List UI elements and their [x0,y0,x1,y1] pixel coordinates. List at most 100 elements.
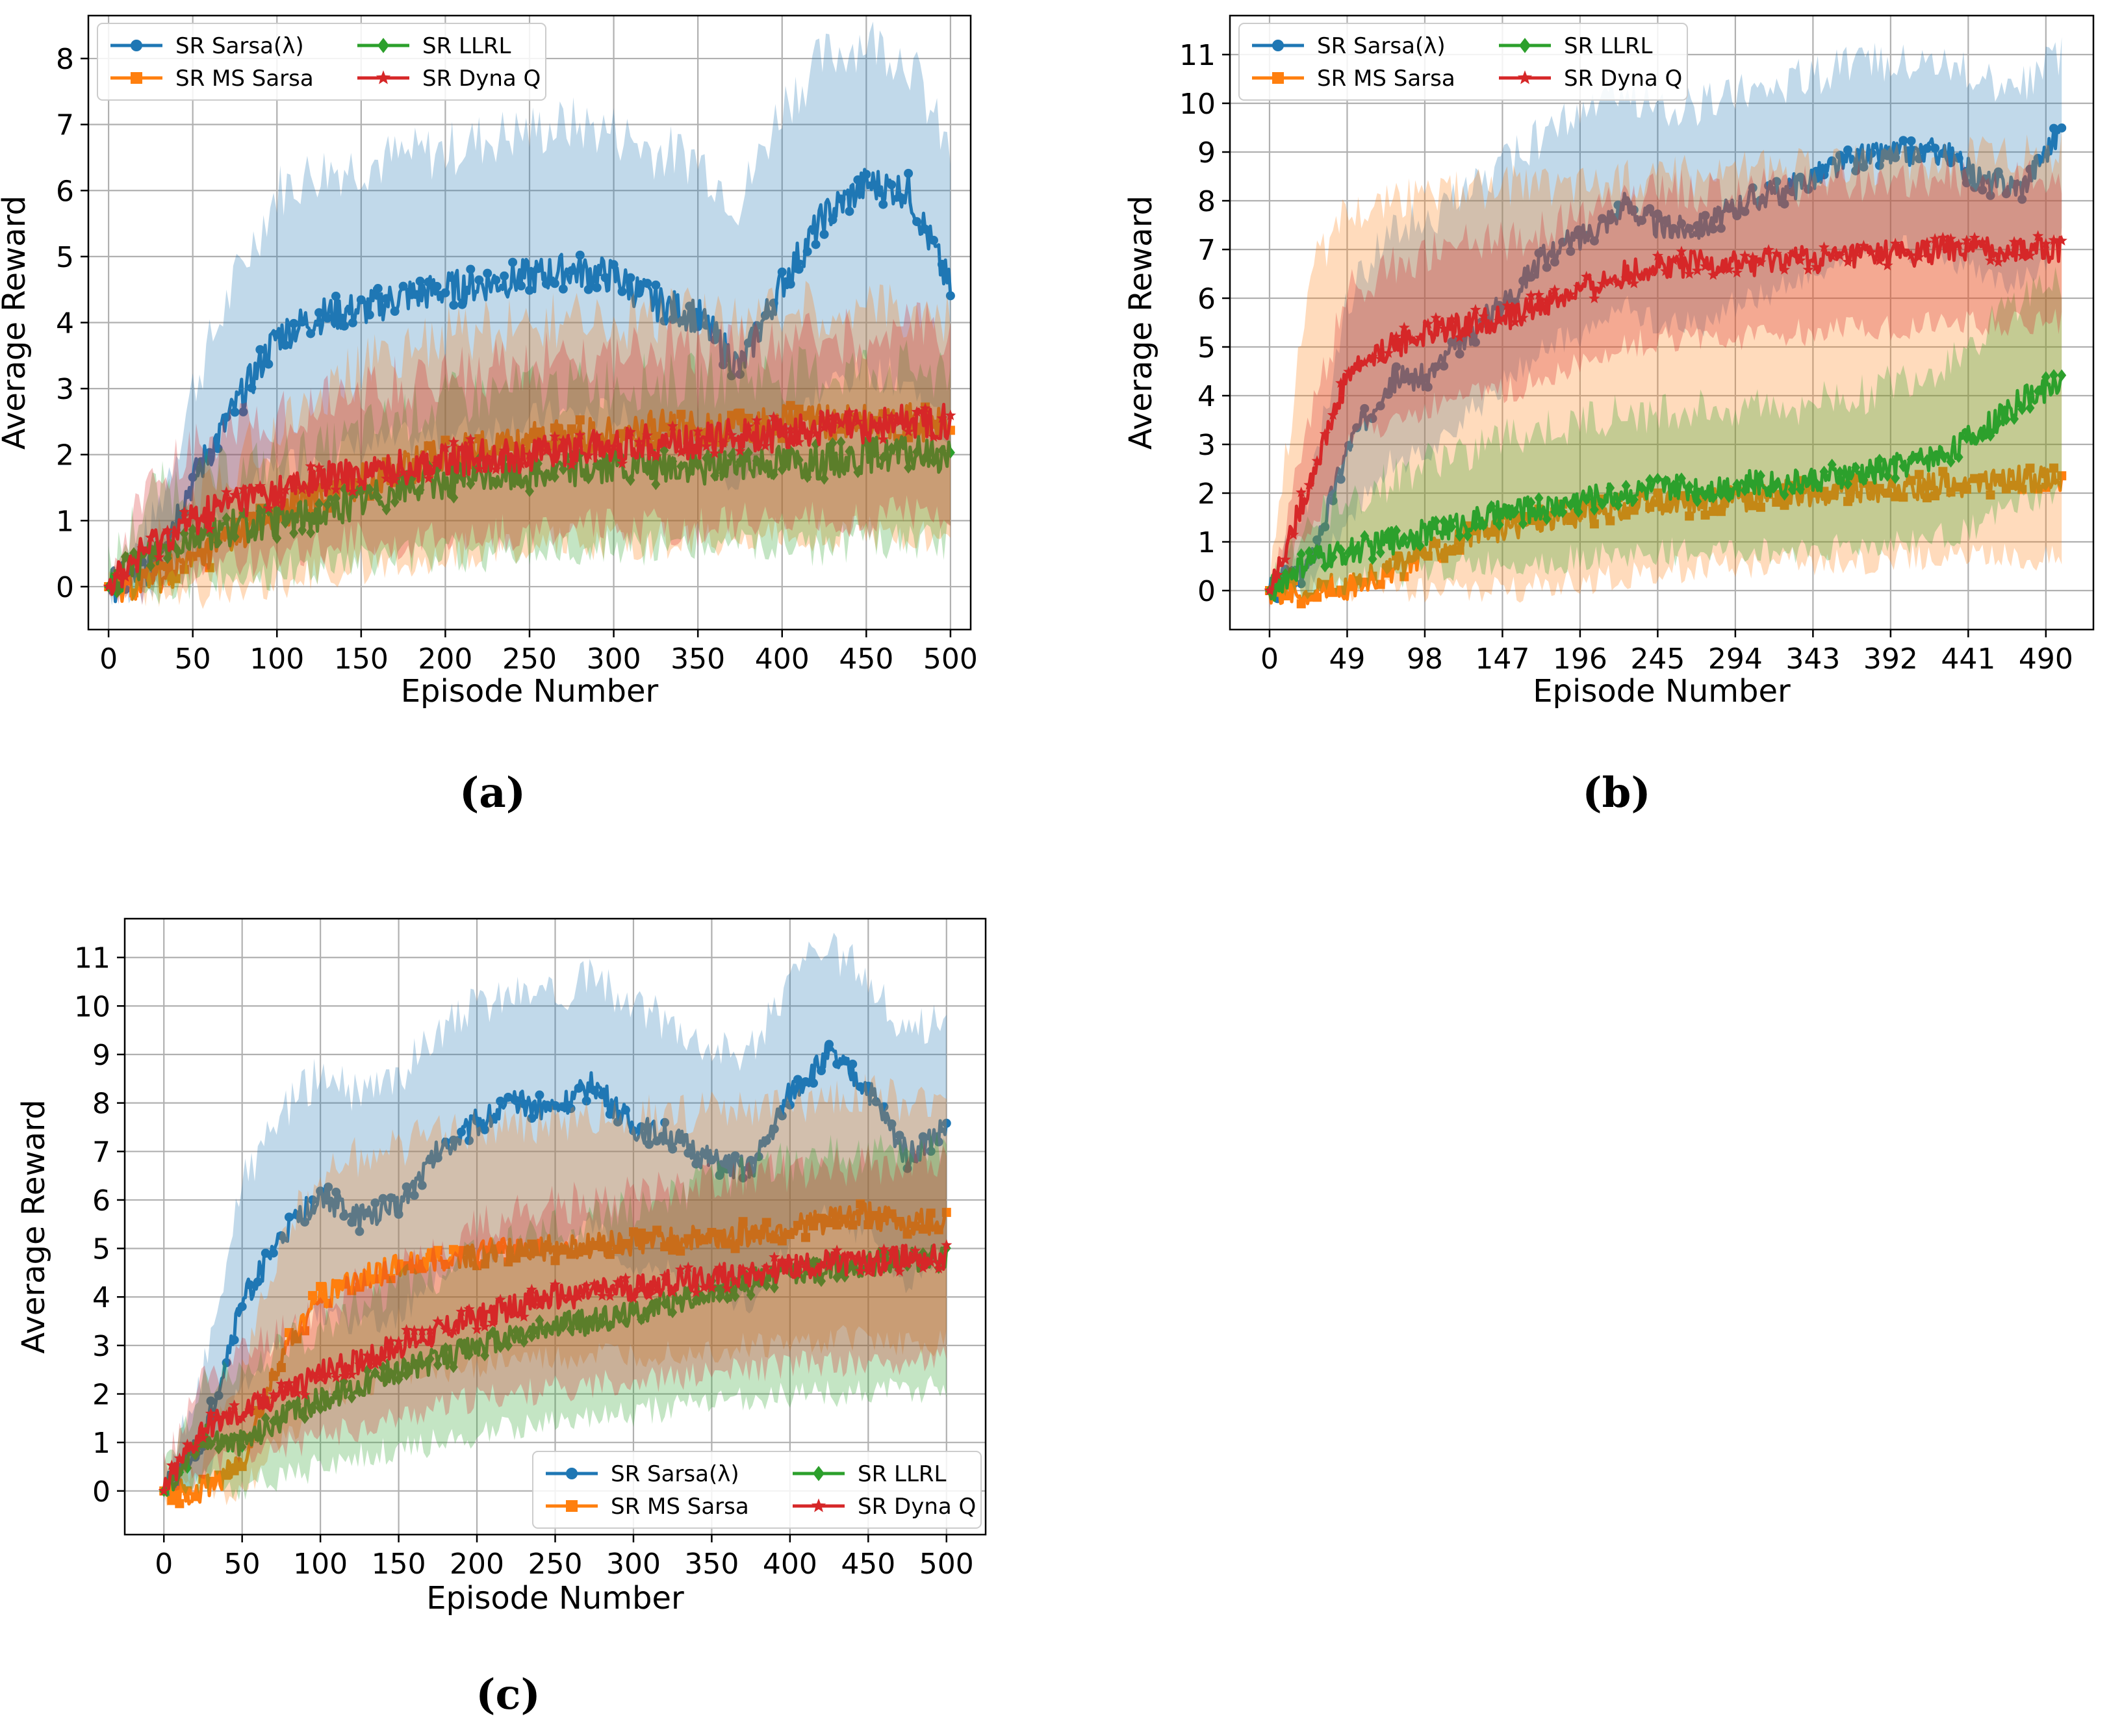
x-tick-label: 0 [99,643,118,676]
data-point [525,485,534,498]
data-point [1882,488,1892,498]
data-point [852,416,863,427]
data-point [308,1195,318,1205]
data-point [422,472,435,483]
y-tick-label: 9 [92,1039,110,1072]
legend-item: SR Sarsa(λ) [110,33,304,59]
data-point [1819,170,1829,180]
data-point [1732,478,1742,491]
data-point [1453,331,1466,342]
data-point [214,1442,224,1455]
data-point [565,1291,577,1303]
data-point [800,1077,810,1087]
data-point [181,1438,193,1449]
data-point [1962,431,1971,444]
data-point [769,468,778,481]
data-point [526,1283,537,1295]
data-point [628,1292,639,1303]
data-point [800,1232,810,1242]
data-point [2001,484,2011,494]
data-point [582,1096,591,1106]
data-point [527,1239,537,1249]
data-point [1406,335,1418,346]
x-tick-label: 150 [334,643,389,676]
data-point [1922,453,1932,466]
ticks: 0 49 98 147 196 245 294 343 392 441 490 0 1 2 3 4 5 6 7 8 9 1… [1179,39,2073,676]
data-point [699,1293,709,1305]
data-point [541,279,551,288]
data-point [322,1368,334,1380]
data-point [491,478,501,490]
data-point [197,1432,209,1443]
data-point [212,498,224,509]
data-point [175,1499,185,1509]
legend-marker [566,1468,578,1479]
data-point [856,1082,865,1091]
data-point [1708,491,1718,504]
data-point [626,474,635,487]
data-point [1715,264,1727,275]
data-point [1921,236,1933,248]
data-point [848,1059,858,1069]
data-point [605,1320,615,1332]
data-point [1898,460,1908,473]
data-point [1392,362,1401,372]
data-point [1986,490,1995,500]
y-axis-label: Average Reward [0,196,32,450]
data-point [558,1245,568,1255]
data-point [847,1251,858,1262]
data-point [836,436,846,448]
x-tick-label: 400 [755,643,810,676]
data-point [626,273,635,283]
data-point [557,1290,569,1301]
data-point [441,1342,450,1355]
data-point [832,1220,842,1230]
y-tick-label: 3 [1197,429,1216,462]
data-point [212,1411,225,1423]
data-point [558,1320,568,1333]
data-point [237,1440,247,1453]
data-point [300,1217,310,1227]
data-point [167,1496,177,1505]
data-point [1954,482,1963,492]
x-tick-label: 490 [2019,643,2073,676]
data-point [1787,248,1798,259]
data-point [153,551,165,563]
data-point [1748,183,1758,193]
legend-label: SR Dyna Q [422,66,541,92]
data-point [706,1282,718,1293]
data-point [1818,241,1830,253]
data-point [220,1409,233,1420]
data-point [1487,528,1496,537]
data-point [392,1335,405,1347]
data-point [324,1182,333,1192]
data-point [511,1325,521,1337]
data-point [809,1221,818,1231]
data-point [856,1199,865,1208]
data-point [331,1279,341,1288]
data-point [331,1187,341,1197]
data-point [474,275,484,285]
data-point [802,471,812,483]
data-point [230,407,240,417]
data-point [550,1101,560,1110]
data-point [934,1225,943,1234]
data-point [120,570,131,582]
data-point [1368,571,1377,581]
data-point [1993,473,2003,483]
data-point [566,1323,576,1335]
data-point [1843,496,1853,506]
data-point [488,1326,498,1338]
ticks: 0 50 100 150 200 250 300 350 400 450 500 0 1 2 3 4 5 6 7 8 9… [74,942,974,1581]
data-point [222,413,231,422]
data-point [502,1306,514,1317]
data-point [308,1291,318,1301]
caption-b: (b) [1582,769,1650,817]
data-point [313,461,325,472]
data-point [1320,522,1330,531]
data-point [1565,288,1576,300]
data-point [433,1359,442,1371]
x-tick-label: 147 [1475,643,1529,676]
data-point [1874,255,1885,266]
data-point [441,479,450,492]
